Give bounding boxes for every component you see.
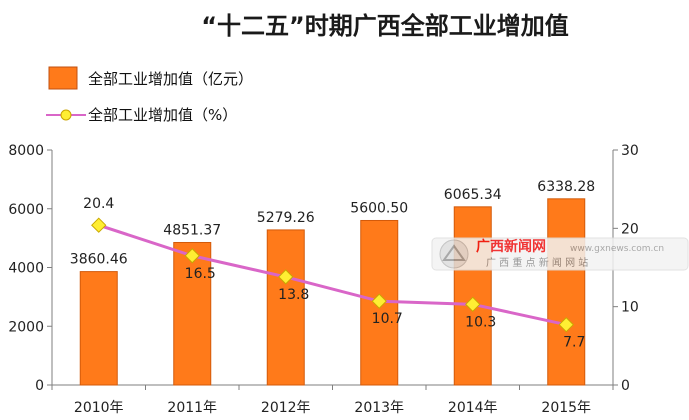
bar <box>79 271 118 386</box>
watermark-slogan: 广 西 重 点 新 闻 网 站 <box>486 256 588 269</box>
y-left-tick-label: 2000 <box>8 319 44 335</box>
line-value-label: 10.7 <box>372 311 403 327</box>
pct-labels: 20.4 16.5 13.8 10.7 10.3 7.7 <box>83 196 585 350</box>
legend-bar-label: 全部工业增加值（亿元） <box>88 70 253 88</box>
bar-labels: 3860.46 4851.37 5279.26 5600.50 6065.34 6338.… <box>70 179 595 268</box>
x-tick-label: 2012年 <box>261 400 311 416</box>
bar <box>266 229 305 386</box>
line-point <box>184 248 200 264</box>
line-value-label: 13.8 <box>278 287 309 303</box>
bar <box>173 241 212 386</box>
x-ticks: 2010年 2011年 2012年 2013年 2014年 2015年 <box>51 385 614 416</box>
line-value-label: 16.5 <box>185 266 216 282</box>
legend: 全部工业增加值（亿元） 全部工业增加值（%） <box>46 66 253 124</box>
y-right-ticks: 0 10 20 30 <box>613 143 639 394</box>
legend-line-label: 全部工业增加值（%） <box>88 106 237 124</box>
y-right-tick-label: 10 <box>621 300 639 316</box>
x-tick-label: 2010年 <box>74 400 124 416</box>
bar <box>547 198 586 386</box>
line-value-label: 20.4 <box>83 196 114 212</box>
line-point <box>371 293 387 309</box>
bar-value-label: 3860.46 <box>70 252 128 268</box>
y-right-tick-label: 0 <box>621 378 630 394</box>
watermark-background <box>431 237 689 271</box>
line-path <box>98 223 567 327</box>
line-point <box>558 316 574 333</box>
y-left-tick-label: 8000 <box>8 143 44 159</box>
watermark-logo-icon <box>439 239 469 269</box>
bars <box>79 198 586 386</box>
bar-value-label: 4851.37 <box>163 222 221 238</box>
line-point <box>91 217 107 233</box>
x-tick-label: 2011年 <box>167 400 217 416</box>
watermark-url: www.gxnews.com.cn <box>570 244 664 254</box>
y-left-tick-label: 0 <box>35 378 44 394</box>
line-value-label: 7.7 <box>563 335 585 351</box>
bar-value-label: 5279.26 <box>257 210 315 226</box>
line-series <box>91 217 574 333</box>
x-tick-label: 2014年 <box>448 400 498 416</box>
y-right-tick-label: 20 <box>621 221 639 237</box>
bar-value-label: 5600.50 <box>350 200 408 216</box>
x-tick-label: 2013年 <box>354 400 404 416</box>
line-point <box>465 296 481 313</box>
legend-line-marker <box>60 109 72 121</box>
x-tick-label: 2015年 <box>541 400 591 416</box>
y-left-ticks: 0 2000 4000 6000 8000 <box>8 143 52 394</box>
bar-value-label: 6065.34 <box>444 187 502 203</box>
line-point <box>278 269 294 285</box>
legend-bar-swatch <box>48 66 78 90</box>
bar <box>453 206 492 386</box>
line-value-label: 10.3 <box>465 314 496 330</box>
y-left-tick-label: 4000 <box>8 261 44 277</box>
watermark: 广西新闻网 www.gxnews.com.cn 广 西 重 点 新 闻 网 站 <box>431 237 689 271</box>
bar-value-label: 6338.28 <box>537 179 595 195</box>
y-left-tick-label: 6000 <box>8 202 44 218</box>
y-right-tick-label: 30 <box>621 143 639 159</box>
watermark-name: 广西新闻网 <box>476 238 546 255</box>
chart-title: “十二五”时期广西全部工业增加值 <box>201 12 569 40</box>
